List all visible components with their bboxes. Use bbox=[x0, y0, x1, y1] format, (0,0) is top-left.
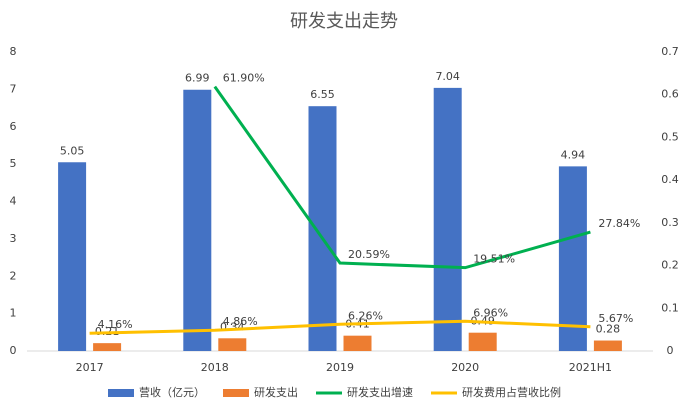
line-value-label: 4.16% bbox=[98, 318, 133, 331]
y-tick-label: 2 bbox=[10, 269, 17, 282]
bar bbox=[593, 340, 622, 351]
bar bbox=[558, 166, 587, 351]
line bbox=[89, 319, 591, 335]
y2-tick-label: 0.7 bbox=[661, 45, 679, 58]
bar bbox=[468, 332, 497, 351]
y-tick-label: 8 bbox=[10, 45, 17, 58]
y2-tick-label: 0.3 bbox=[661, 216, 679, 229]
line-value-label: 20.59% bbox=[348, 248, 390, 261]
bar bbox=[343, 335, 372, 351]
x-tick-label: 2021H1 bbox=[569, 361, 612, 374]
y-tick-label: 3 bbox=[10, 232, 17, 245]
legend-label: 研发支出增速 bbox=[347, 385, 413, 399]
y-tick-label: 0 bbox=[10, 344, 17, 357]
line-value-label: 19.51% bbox=[473, 253, 515, 266]
bar bbox=[183, 89, 212, 351]
y-tick-label: 5 bbox=[10, 157, 17, 170]
bar bbox=[218, 338, 247, 351]
x-tick-label: 2019 bbox=[326, 361, 354, 374]
legend-label: 研发支出 bbox=[254, 385, 298, 399]
y2-tick-label: 0.2 bbox=[661, 259, 679, 272]
bar-value-label: 0.28 bbox=[596, 323, 621, 336]
bar-value-label: 7.04 bbox=[435, 70, 460, 83]
x-tick-label: 2020 bbox=[451, 361, 479, 374]
bar-value-label: 5.05 bbox=[60, 144, 85, 157]
bar bbox=[308, 106, 337, 351]
y2-tick-label: 0 bbox=[667, 344, 674, 357]
line-value-label: 27.84% bbox=[598, 217, 640, 230]
y-tick-label: 4 bbox=[10, 195, 17, 208]
y-tick-label: 1 bbox=[10, 307, 17, 320]
line-value-label: 5.67% bbox=[598, 312, 633, 325]
bar bbox=[58, 162, 87, 351]
line-value-label: 61.90% bbox=[223, 72, 265, 85]
x-tick-label: 2018 bbox=[201, 361, 229, 374]
y2-tick-label: 0.1 bbox=[661, 301, 679, 314]
line-value-label: 6.96% bbox=[473, 306, 508, 319]
y-tick-label: 7 bbox=[10, 82, 17, 95]
y2-tick-label: 0.4 bbox=[661, 173, 679, 186]
legend-label: 营收（亿元） bbox=[139, 385, 205, 399]
bar-value-label: 6.55 bbox=[310, 88, 335, 101]
bar bbox=[93, 343, 122, 351]
legend-label: 研发费用占营收比例 bbox=[462, 385, 561, 399]
legend-swatch bbox=[108, 389, 134, 397]
y-tick-label: 6 bbox=[10, 120, 17, 133]
line-value-label: 6.26% bbox=[348, 309, 383, 322]
line-value-label: 4.86% bbox=[223, 315, 258, 328]
legend-swatch bbox=[223, 389, 249, 397]
line bbox=[213, 85, 591, 270]
bar bbox=[433, 87, 462, 351]
chart-title: 研发支出走势 bbox=[290, 11, 398, 32]
bar-value-label: 4.94 bbox=[561, 148, 586, 161]
y2-tick-label: 0.6 bbox=[661, 88, 679, 101]
bar-value-label: 6.99 bbox=[185, 72, 210, 85]
x-tick-label: 2017 bbox=[76, 361, 104, 374]
y2-tick-label: 0.5 bbox=[661, 130, 679, 143]
